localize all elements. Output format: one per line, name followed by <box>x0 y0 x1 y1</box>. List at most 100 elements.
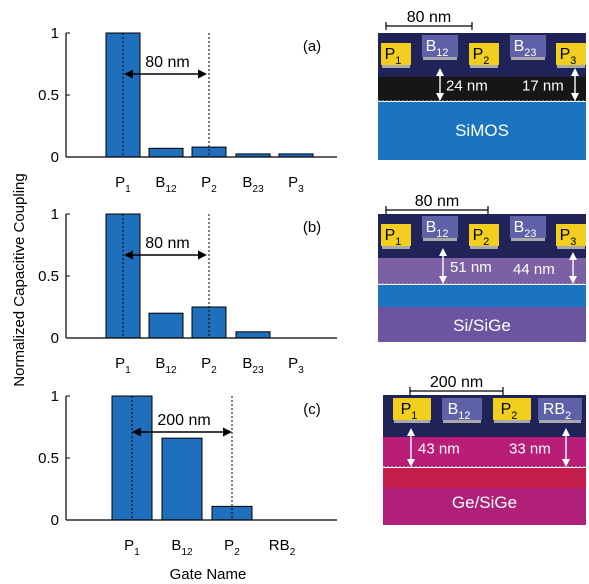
gate-label-main: P <box>385 227 396 244</box>
gate-label-sub: 2 <box>483 236 489 248</box>
pitch-label: 80 nm <box>415 193 459 210</box>
gate-label-sub: 1 <box>395 236 401 248</box>
x-tick-label: P2 <box>224 537 240 558</box>
y-tick-label: 0 <box>51 149 59 166</box>
y-tick-label: 0.5 <box>38 450 59 467</box>
gate-label-main: B <box>426 38 437 55</box>
x-tick-label: B23 <box>242 355 264 376</box>
gate-oxide <box>539 420 581 423</box>
gate-label-main: P <box>385 46 396 63</box>
y-tick-label: 0 <box>51 330 59 347</box>
depth-label: 17 nm <box>522 78 564 95</box>
x-tick-label-sub: 23 <box>252 365 264 376</box>
depth-label: 51 nm <box>450 259 492 276</box>
gate-oxide <box>494 420 530 423</box>
x-tick-label-main: B <box>242 355 252 372</box>
arrow-head <box>439 248 447 256</box>
gate-label-sub: 2 <box>483 55 489 67</box>
gate-label-main: P <box>560 46 571 63</box>
sige-barrier <box>378 258 586 284</box>
pitch-label: 200 nm <box>430 374 483 391</box>
x-tick-label-sub: 1 <box>134 547 140 558</box>
gate-label-main: B <box>426 219 437 236</box>
x-tick-label-sub: 12 <box>165 365 177 376</box>
arrow-head <box>407 428 415 436</box>
gate <box>469 43 499 65</box>
gate-label: P2 <box>501 401 518 422</box>
gate-label-sub: 1 <box>411 410 417 422</box>
gate-oxide <box>423 238 457 241</box>
arrow-head <box>132 427 141 437</box>
arrow-head <box>436 93 444 101</box>
x-tick-label-main: B <box>171 537 181 554</box>
x-tick-label-main: RB <box>269 537 290 554</box>
gate-oxide <box>470 65 498 68</box>
arrow-head <box>223 427 232 437</box>
arrow-head <box>436 68 444 76</box>
gate-label: RB2 <box>543 401 571 422</box>
x-tick-label: B12 <box>155 174 177 195</box>
x-tick-label-sub: 3 <box>298 184 304 195</box>
gate-oxide <box>382 65 410 68</box>
spacing-annotation: 200 nm <box>157 412 210 429</box>
x-tick-label-sub: 1 <box>125 365 131 376</box>
bar <box>191 146 227 158</box>
gate-oxide <box>557 65 585 68</box>
bar <box>235 331 271 339</box>
y-tick-label: 0.5 <box>38 87 59 104</box>
gate-oxide <box>511 57 545 60</box>
x-tick-label-main: B <box>155 174 165 191</box>
gate-label: P2 <box>473 227 490 248</box>
oxide-layer <box>378 77 586 101</box>
depth-label: 44 nm <box>513 261 555 278</box>
gate-label: P3 <box>560 46 577 67</box>
bar <box>148 312 184 339</box>
substrate <box>378 102 586 160</box>
x-tick-label: P1 <box>124 537 140 558</box>
gate-label-main: B <box>514 219 525 236</box>
gate <box>381 43 411 65</box>
gate-label: P1 <box>401 401 418 422</box>
gate-label: B12 <box>426 219 449 240</box>
gate-label: B23 <box>514 38 537 59</box>
arrow-head <box>439 276 447 284</box>
pitch-label: 80 nm <box>407 9 451 26</box>
arrow-head <box>124 69 133 79</box>
gate-label-sub: 2 <box>511 410 517 422</box>
panel-label: (a) <box>303 38 321 55</box>
gate-label-main: B <box>514 38 525 55</box>
spacing-annotation: 80 nm <box>145 235 189 252</box>
gate <box>510 216 546 238</box>
arrow-head <box>569 276 577 284</box>
gate-oxide <box>423 57 457 60</box>
gate <box>493 398 531 420</box>
x-tick-label: P3 <box>288 174 304 195</box>
x-tick-label-sub: 3 <box>298 365 304 376</box>
gate-label-main: P <box>473 46 484 63</box>
x-tick-label: B23 <box>242 174 264 195</box>
depth-label: 43 nm <box>418 441 460 458</box>
gate-label: P1 <box>385 227 402 248</box>
material-label: Ge/SiGe <box>452 493 517 512</box>
arrow-head <box>198 250 207 260</box>
si-channel <box>378 285 586 307</box>
x-tick-label: P3 <box>288 355 304 376</box>
x-tick-label-main: P <box>201 355 211 372</box>
x-tick-label-sub: 2 <box>211 365 217 376</box>
panel-label: (c) <box>303 401 321 418</box>
gate <box>393 398 431 420</box>
x-tick-label-main: P <box>288 174 298 191</box>
x-tick-label: P2 <box>201 174 217 195</box>
gate-label-sub: 1 <box>395 55 401 67</box>
gate <box>538 398 582 420</box>
gate-label-sub: 2 <box>565 410 571 422</box>
gate-oxide <box>557 246 585 249</box>
x-tick-label: B12 <box>155 355 177 376</box>
gate-label-sub: 23 <box>524 228 536 240</box>
gate <box>510 35 546 57</box>
